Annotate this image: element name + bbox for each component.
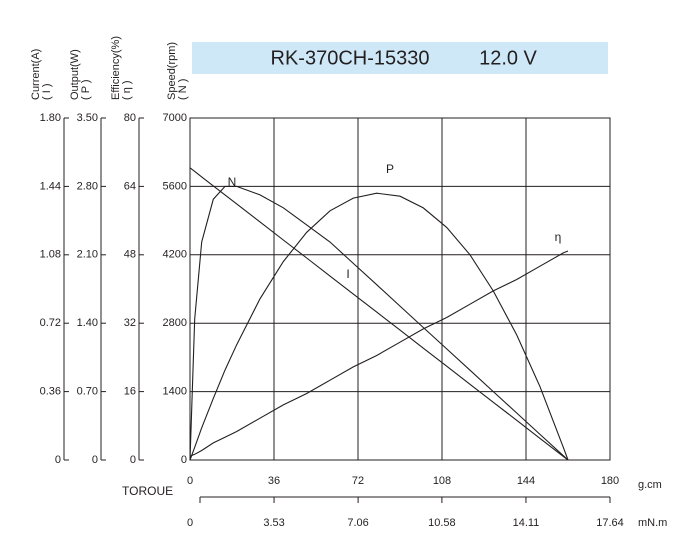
y-axis-title: Speed(rpm) bbox=[166, 42, 178, 100]
x-tick-label: 36 bbox=[268, 475, 280, 487]
x-tick-label: 144 bbox=[517, 475, 535, 487]
chart-title: RK-370CH-15330 bbox=[271, 47, 430, 69]
y-axis-title: Current(A) bbox=[30, 49, 42, 100]
y-tick-label: 1.08 bbox=[40, 249, 61, 261]
series-label: P bbox=[386, 162, 394, 176]
y-tick-label: 1400 bbox=[163, 386, 187, 398]
y-tick-label: 1.40 bbox=[77, 317, 98, 329]
x2-tick-label: 17.64 bbox=[596, 517, 624, 529]
series-label: η bbox=[555, 230, 562, 244]
series-line bbox=[189, 250, 569, 457]
title-box bbox=[192, 42, 608, 74]
y-tick-label: 16 bbox=[124, 386, 136, 398]
plot-frame bbox=[189, 117, 611, 461]
series-line bbox=[189, 167, 569, 461]
x2-tick-label: 3.53 bbox=[263, 517, 284, 529]
x2-tick-label: 0 bbox=[187, 517, 193, 529]
y-axis-title: Output(W) bbox=[69, 49, 81, 100]
x-tick-label: 0 bbox=[187, 475, 193, 487]
y-axis-symbol: ( P ) bbox=[80, 79, 92, 100]
series-line bbox=[189, 192, 569, 461]
y-axis-title: Efficiency(%) bbox=[110, 36, 122, 100]
y-axis-symbol: ( η ) bbox=[121, 80, 133, 100]
x2-tick-label: 7.06 bbox=[347, 517, 368, 529]
y-tick-label: 5600 bbox=[163, 180, 187, 192]
x-tick-label: 108 bbox=[433, 475, 451, 487]
x-tick-label: 72 bbox=[352, 475, 364, 487]
series-line bbox=[189, 185, 569, 461]
y-tick-label: 7000 bbox=[163, 112, 187, 124]
y-tick-label: 0 bbox=[92, 454, 98, 466]
y-tick-label: 2800 bbox=[163, 317, 187, 329]
x-unit: g.cm bbox=[638, 479, 662, 491]
x2-unit: mN.m bbox=[638, 517, 667, 529]
y-tick-label: 0 bbox=[55, 454, 61, 466]
y-tick-label: 64 bbox=[124, 180, 136, 192]
y-axis-symbol: ( N ) bbox=[177, 79, 189, 100]
x2-tick-label: 10.58 bbox=[428, 517, 456, 529]
series-label: I bbox=[346, 267, 349, 281]
y-tick-label: 0 bbox=[181, 454, 187, 466]
y-tick-label: 1.44 bbox=[40, 180, 61, 192]
y-tick-label: 4200 bbox=[163, 249, 187, 261]
x-axis-title: TOROUE bbox=[122, 484, 173, 498]
y-tick-label: 0.36 bbox=[40, 386, 61, 398]
x-tick-label: 180 bbox=[601, 475, 619, 487]
y-tick-label: 0.70 bbox=[77, 386, 98, 398]
chart-subtitle: 12.0 V bbox=[479, 47, 537, 69]
y-tick-label: 48 bbox=[124, 249, 136, 261]
x2-tick-label: 14.11 bbox=[513, 517, 540, 529]
y-tick-label: 0.72 bbox=[40, 317, 61, 329]
y-tick-label: 0 bbox=[130, 454, 136, 466]
y-tick-label: 1.80 bbox=[40, 112, 61, 124]
y-tick-label: 32 bbox=[124, 317, 136, 329]
y-axis-symbol: ( I ) bbox=[41, 84, 53, 101]
y-tick-label: 80 bbox=[124, 112, 136, 124]
y-tick-label: 2.10 bbox=[77, 249, 98, 261]
y-tick-label: 3.50 bbox=[77, 112, 98, 124]
y-tick-label: 2.80 bbox=[77, 180, 98, 192]
series-label: N bbox=[228, 175, 237, 189]
